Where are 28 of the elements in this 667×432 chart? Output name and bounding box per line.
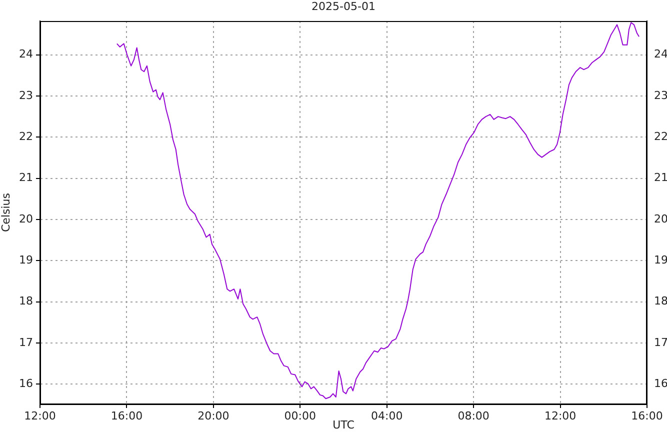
y2-tick-label: 22 xyxy=(654,130,667,143)
y2-tick-label: 16 xyxy=(654,377,667,390)
y2-tick-label: 18 xyxy=(654,294,667,308)
chart-title: 2025-05-01 xyxy=(312,0,376,13)
x-tick-label: 16:00 xyxy=(110,409,143,422)
x-tick-label: 12:00 xyxy=(24,409,56,422)
y-tick-label: 20 xyxy=(19,212,33,226)
y-tick-label: 16 xyxy=(19,377,33,390)
y-axis-title: Celsius xyxy=(0,192,12,232)
y2-tick-label: 23 xyxy=(654,88,667,102)
y-tick-label: 22 xyxy=(19,130,33,143)
y2-tick-label: 19 xyxy=(654,254,667,267)
y-tick-label: 23 xyxy=(19,88,33,102)
y-tick-label: 21 xyxy=(19,171,33,184)
y2-tick-label: 20 xyxy=(654,212,667,226)
x-axis-title: UTC xyxy=(332,418,355,432)
y2-tick-label: 17 xyxy=(654,336,667,349)
y-tick-label: 24 xyxy=(19,48,33,61)
x-tick-label: 16:00 xyxy=(631,409,663,422)
x-tick-label: 00:00 xyxy=(284,409,316,422)
y-tick-label: 18 xyxy=(19,294,33,308)
y-tick-label: 17 xyxy=(19,336,33,349)
y-tick-label: 19 xyxy=(19,254,33,267)
x-tick-label: 20:00 xyxy=(198,409,230,422)
y2-tick-label: 21 xyxy=(654,171,667,184)
x-tick-label: 04:00 xyxy=(371,409,403,422)
x-tick-label: 12:00 xyxy=(544,409,576,422)
x-tick-label: 08:00 xyxy=(458,409,490,422)
